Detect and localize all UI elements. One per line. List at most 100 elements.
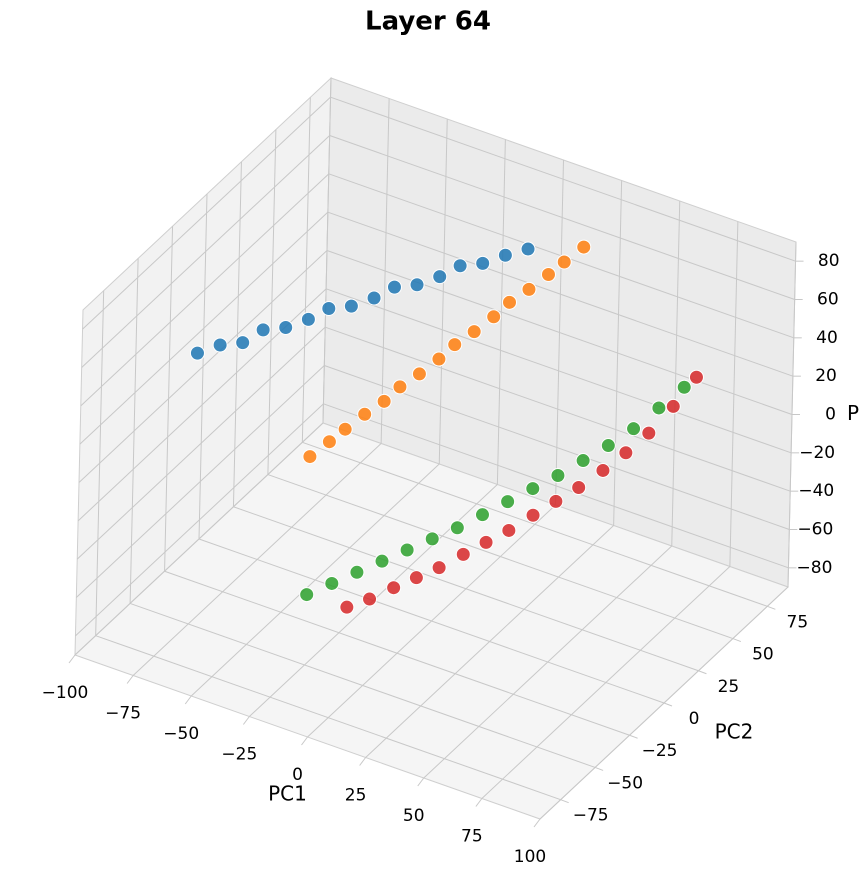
tick-mark — [126, 675, 134, 684]
point — [321, 301, 337, 316]
point — [548, 493, 564, 509]
z-axis-label: PC3 — [847, 401, 860, 425]
point — [475, 255, 491, 271]
tick-mark — [732, 638, 742, 643]
x-tick-label: 50 — [403, 806, 425, 826]
y-tick-label: −75 — [573, 806, 609, 826]
point — [189, 345, 205, 361]
grid-line — [80, 173, 330, 407]
tick-mark — [68, 654, 76, 664]
point — [374, 553, 390, 569]
point — [302, 449, 318, 465]
grid-line — [326, 250, 793, 415]
point — [497, 247, 513, 263]
point — [665, 398, 681, 414]
y-tick-label: 0 — [689, 709, 700, 729]
point — [399, 542, 415, 558]
x-tick-label: 100 — [514, 847, 546, 867]
grid-line — [330, 96, 796, 262]
point — [300, 311, 316, 327]
point — [343, 298, 359, 314]
point — [339, 599, 355, 615]
point — [449, 520, 465, 536]
x-tick-label: 0 — [292, 765, 303, 785]
tick-mark — [663, 702, 673, 707]
point — [349, 564, 365, 580]
z-tick-label: −60 — [797, 520, 833, 540]
point — [486, 309, 502, 325]
point — [424, 531, 440, 547]
tick-mark — [242, 716, 250, 725]
point — [366, 290, 382, 306]
tick-mark — [629, 734, 638, 739]
z-tick-label: −20 — [799, 443, 835, 463]
point — [688, 369, 704, 385]
point — [452, 258, 468, 274]
point — [299, 587, 315, 603]
grid-line — [323, 403, 789, 569]
point — [618, 445, 634, 461]
point — [641, 425, 657, 441]
tick-mark — [359, 757, 367, 766]
grid-line — [327, 211, 794, 377]
grid-line — [129, 602, 596, 768]
point — [676, 379, 692, 395]
grid-line — [198, 538, 665, 704]
point — [432, 269, 448, 285]
grid-line — [79, 211, 329, 445]
tick-mark — [301, 736, 308, 746]
point — [409, 277, 425, 293]
grid-line — [325, 288, 792, 454]
z-tick-label: 40 — [816, 328, 838, 348]
grid-line — [75, 365, 325, 598]
tick-mark — [475, 798, 483, 807]
point — [455, 546, 471, 562]
grid-line — [302, 441, 768, 607]
x-tick-label: −100 — [42, 683, 89, 703]
z-tick-label: −80 — [797, 558, 833, 578]
point — [501, 522, 517, 538]
point — [278, 319, 294, 335]
point — [521, 281, 537, 297]
tick-mark — [533, 818, 541, 828]
y-tick-label: −25 — [642, 741, 678, 761]
point — [466, 324, 482, 340]
point — [520, 241, 536, 257]
point — [474, 507, 490, 523]
point — [411, 366, 427, 382]
grid-line — [325, 326, 791, 492]
point — [556, 254, 572, 270]
tick-mark — [184, 695, 192, 705]
point — [502, 294, 518, 310]
point — [550, 468, 566, 484]
point — [255, 322, 271, 338]
grid-line — [78, 250, 328, 483]
y-tick-label: −50 — [607, 773, 643, 793]
point — [540, 266, 556, 282]
point — [626, 421, 642, 437]
z-tick-label: −40 — [798, 481, 834, 501]
point — [525, 481, 541, 497]
point — [478, 534, 494, 550]
point — [571, 480, 587, 496]
point — [357, 406, 373, 422]
point — [337, 421, 353, 437]
point — [595, 462, 611, 478]
point — [447, 337, 463, 353]
grid-line — [81, 135, 331, 368]
tick-mark — [767, 605, 776, 610]
x-tick-label: −75 — [105, 704, 141, 724]
x-tick-label: 75 — [461, 827, 483, 847]
y-tick-label: 75 — [787, 612, 809, 632]
point — [321, 434, 337, 450]
tick-mark — [417, 777, 425, 787]
grid-line — [233, 506, 699, 672]
grid-line — [329, 135, 795, 300]
z-tick-label: 60 — [817, 290, 839, 310]
grid-line — [267, 474, 734, 640]
x-tick-label: −50 — [163, 724, 199, 744]
x-axis-label: PC1 — [268, 782, 307, 806]
grid-line — [95, 635, 561, 801]
point — [431, 351, 447, 367]
